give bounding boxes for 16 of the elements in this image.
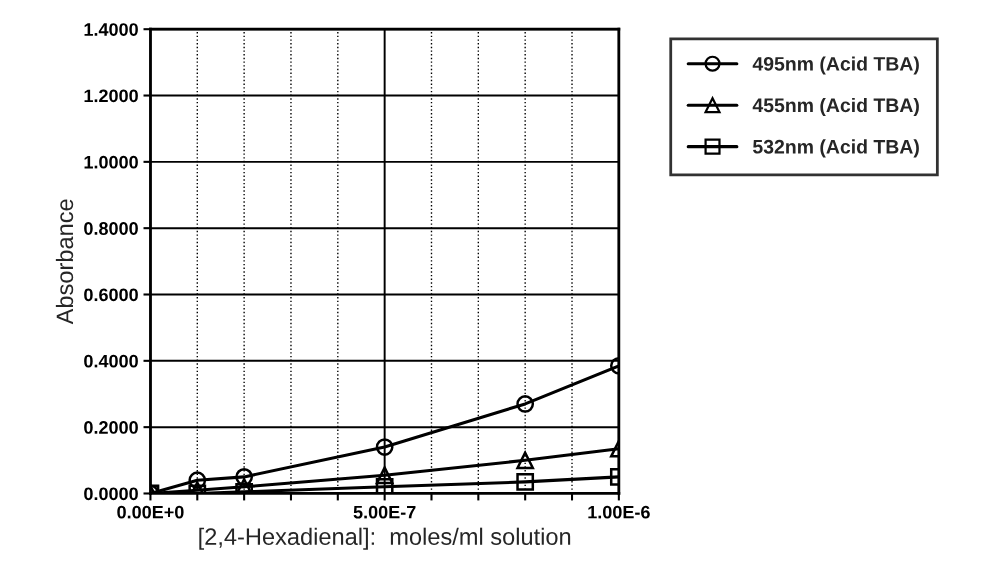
y-tick-label: 0.4000 — [84, 354, 138, 368]
x-tick-label: 1.00E-6 — [588, 505, 650, 519]
legend-label: 532nm (Acid TBA) — [752, 139, 919, 158]
legend-label: 495nm (Acid TBA) — [752, 56, 919, 75]
y-tick-label: 0.2000 — [84, 421, 138, 434]
y-tick-label: 0.0000 — [84, 487, 138, 501]
y-tick-label: 1.0000 — [84, 155, 138, 169]
y-tick-label: 1.4000 — [84, 23, 138, 36]
legend-label: 455nm (Acid TBA) — [752, 97, 919, 117]
y-tick-label: 1.2000 — [84, 89, 138, 103]
x-tick-label: 5.00E-7 — [353, 505, 416, 519]
x-tick-label: 0.00E+0 — [117, 505, 184, 519]
y-axis-title: Absorbance — [55, 199, 74, 325]
x-axis-title: [2,4-Hexadienal]: moles/ml solution — [199, 527, 571, 550]
y-tick-label: 0.8000 — [84, 222, 138, 235]
y-tick-label: 0.6000 — [84, 288, 138, 302]
